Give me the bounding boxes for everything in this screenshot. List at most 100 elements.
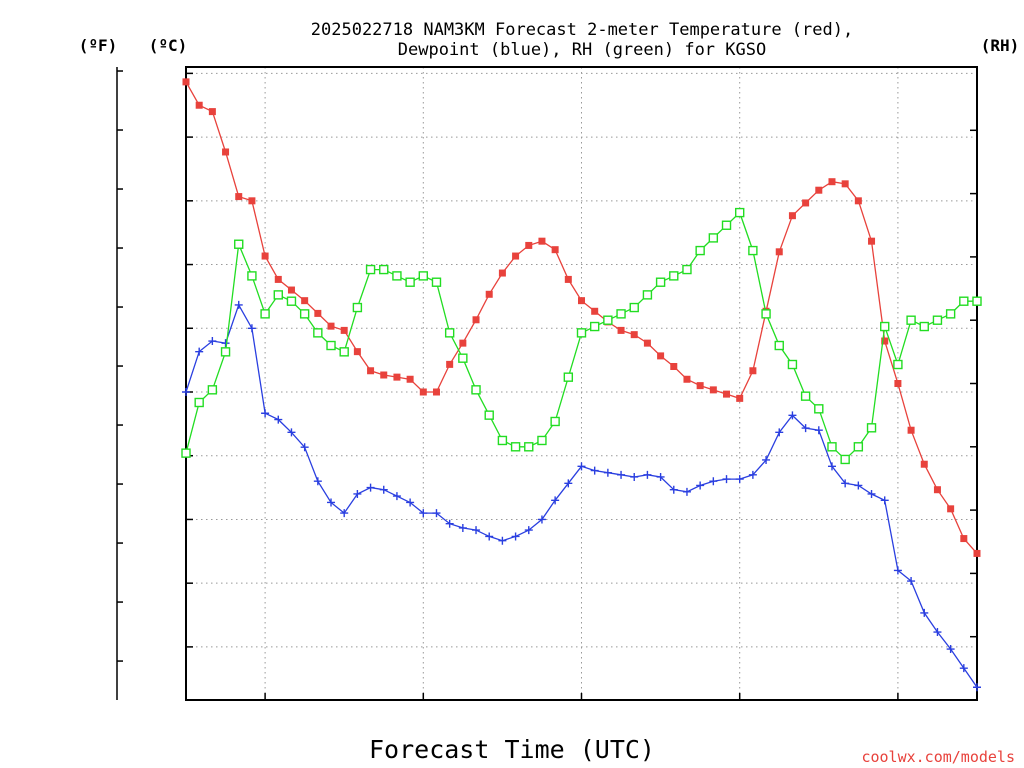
rh-point [220, 347, 231, 357]
temperature-point [749, 367, 757, 375]
temperature-point [393, 373, 401, 381]
dewpoint-point [775, 428, 784, 437]
rh-point [418, 271, 428, 281]
temperature-point [564, 275, 572, 283]
rh-point [299, 309, 310, 319]
rh-point [273, 290, 283, 300]
temperature-series [182, 78, 981, 557]
temperature-point [208, 108, 216, 116]
temperature-point [881, 337, 889, 345]
dewpoint-point [959, 664, 968, 673]
temperature-point [841, 180, 849, 188]
dewpoint-point [907, 577, 916, 586]
rh-point [326, 340, 336, 351]
rh-point [748, 245, 758, 256]
temperature-point [485, 290, 493, 298]
temperature-point [327, 322, 335, 330]
rh-point [774, 340, 784, 351]
temperature-point [432, 388, 440, 396]
dewpoint-point [630, 472, 639, 481]
axes [116, 66, 978, 701]
dewpoint-point [182, 387, 190, 396]
dewpoint-point [867, 489, 876, 498]
rh-point [669, 271, 679, 281]
dewpoint-point [419, 509, 428, 518]
dewpoint-point [392, 492, 401, 501]
rh-point [444, 328, 455, 338]
temperature-point [525, 241, 533, 249]
dewpoint-point [814, 426, 823, 435]
dewpoint-point [617, 470, 626, 479]
temperature-point [314, 309, 322, 317]
rh-point [550, 416, 560, 427]
rh-point [286, 296, 297, 306]
grid [186, 67, 977, 700]
temperature-point [723, 390, 731, 398]
dewpoint-point [920, 608, 929, 617]
rh-point [458, 353, 468, 363]
rh-point [365, 264, 376, 275]
dewpoint-point [643, 470, 652, 479]
temperature-point [182, 78, 190, 86]
chart-title-line-2: Dewpoint (blue), RH (green) for KGSO [398, 40, 766, 60]
dewpoint-point [841, 479, 850, 488]
temperature-point [933, 486, 941, 494]
dewpoint-point [854, 481, 863, 490]
rh-point [629, 302, 639, 313]
rh-point [471, 385, 481, 395]
rh-point [379, 264, 389, 275]
rh-point [313, 328, 323, 338]
rh-point [919, 321, 929, 332]
dewpoint-point [379, 485, 388, 494]
dewpoint-point [577, 462, 586, 471]
dewpoint-point [327, 498, 336, 507]
temperature-point [578, 297, 585, 305]
temperature-point [367, 367, 375, 375]
rh-point [880, 321, 890, 332]
temperature-point [617, 326, 625, 334]
temperature-point [446, 360, 454, 368]
rh-point [893, 359, 903, 370]
dewpoint-point [340, 509, 349, 518]
rh-point [906, 315, 916, 325]
temperature-point [472, 316, 480, 324]
rh-point [800, 391, 811, 401]
rh-point [484, 410, 494, 420]
temperature-point [947, 505, 955, 513]
temperature-point [591, 307, 599, 315]
temperature-point [301, 297, 309, 305]
rh-point [761, 309, 771, 319]
fahrenheit-unit-label: (ºF) [79, 36, 118, 55]
temperature-point [775, 248, 783, 256]
rh-point [247, 271, 257, 281]
temperature-point [709, 386, 717, 394]
rh-point [510, 442, 521, 452]
dewpoint-point [709, 477, 718, 486]
rh-point [339, 347, 349, 357]
dewpoint-point [946, 645, 955, 654]
temperature-point [512, 252, 520, 260]
dewpoint-point [603, 468, 612, 477]
dewpoint-point [234, 300, 243, 309]
dewpoint-point [880, 496, 889, 505]
dewpoint-point [511, 532, 520, 541]
series-layer [181, 78, 982, 692]
dewpoint-point [564, 479, 573, 488]
dewpoint-point [485, 532, 494, 541]
temperature-point [287, 286, 295, 294]
dewpoint-point [762, 455, 771, 464]
dewpoint-series [182, 300, 981, 692]
temperature-point [643, 339, 651, 347]
rh-point [853, 442, 864, 452]
dewpoint-point [722, 475, 731, 484]
dewpoint-point [801, 424, 810, 433]
temperature-point [960, 535, 968, 543]
dewpoint-point [933, 628, 942, 637]
celsius-unit-label: (ºC) [149, 36, 188, 55]
dewpoint-point [366, 483, 375, 492]
rh-point [563, 372, 574, 382]
temperature-point [973, 549, 981, 557]
temperature-point [498, 269, 506, 277]
dewpoint-point [274, 415, 283, 424]
dewpoint-point [208, 337, 217, 346]
